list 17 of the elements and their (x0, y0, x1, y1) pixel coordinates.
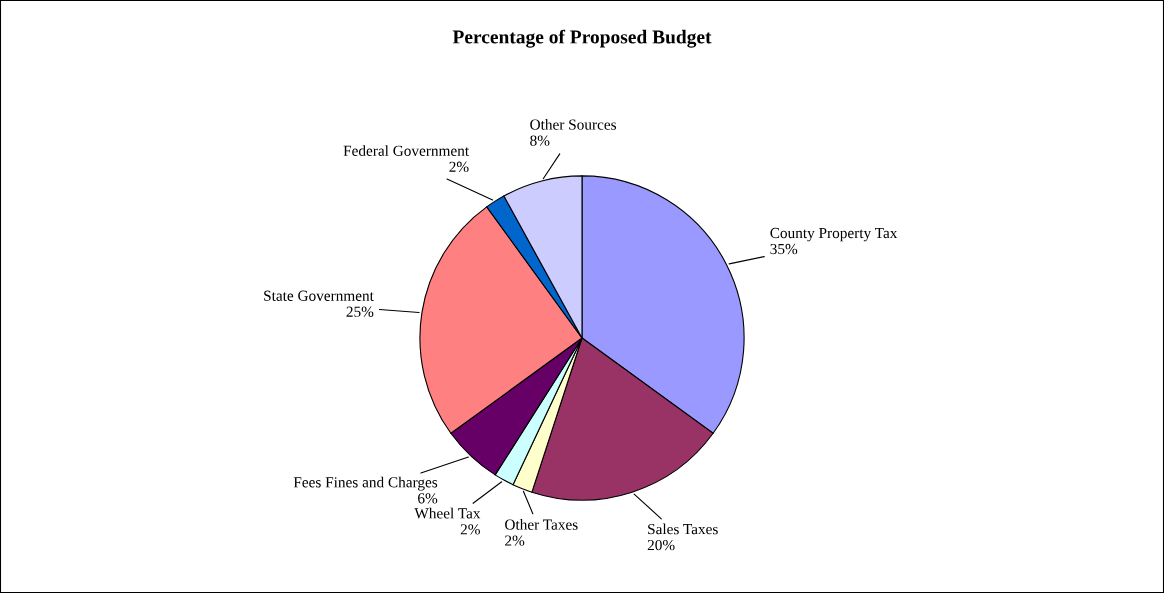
data-label: 20% (647, 539, 675, 551)
slice-label: Federal Government (343, 145, 469, 156)
slice-label: Fees Fines and Charges (293, 476, 438, 491)
slice-label: Other Sources (530, 119, 617, 130)
slice-label: Wheel Tax (414, 507, 481, 519)
data-label: 25% (346, 306, 374, 317)
data-label: 2% (505, 535, 525, 546)
data-label: 2% (449, 161, 469, 172)
data-label: 8% (530, 135, 550, 146)
slice-label: Sales Taxes (648, 523, 718, 535)
data-label: 6% (418, 493, 438, 504)
data-label: 35% (770, 243, 798, 255)
slice-label: State Government (264, 290, 374, 301)
slice-label: Other Taxes (505, 519, 578, 530)
data-label: 2% (460, 524, 480, 535)
slice-label: County Property Tax (770, 227, 898, 242)
chart-title: Percentage of Proposed Budget (452, 29, 712, 48)
